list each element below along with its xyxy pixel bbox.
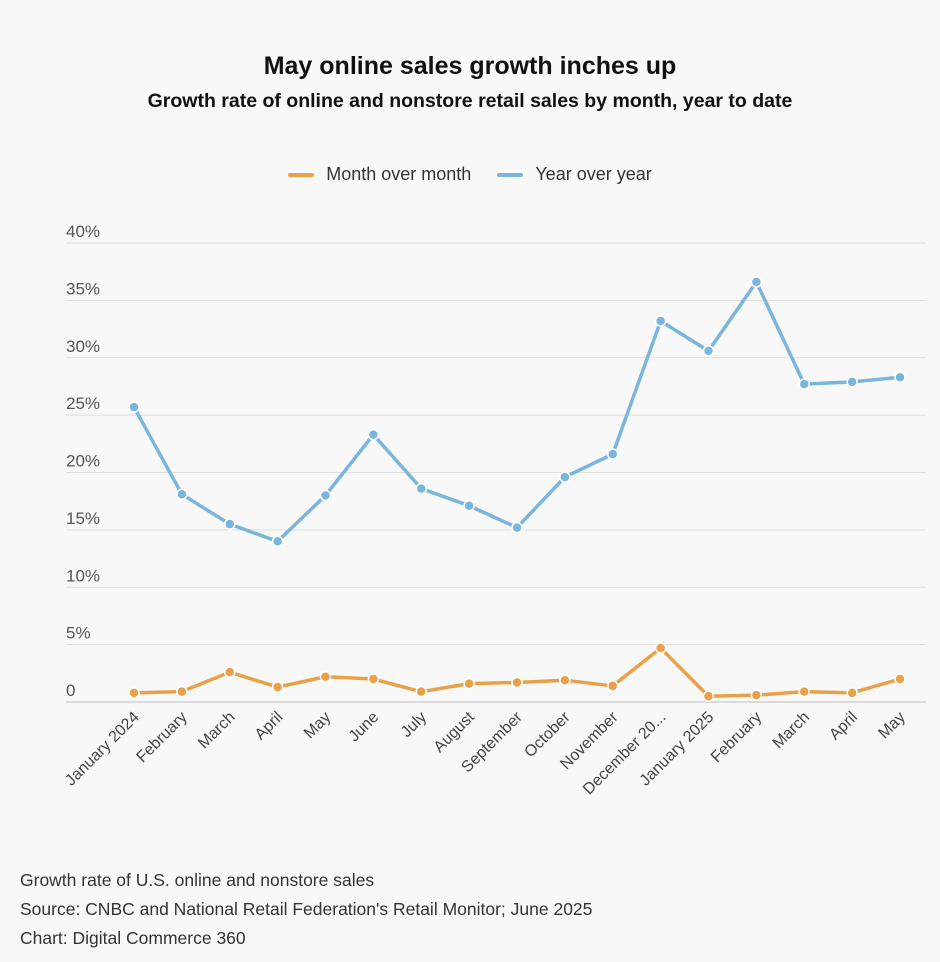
x-tick-label: April: [252, 709, 287, 744]
y-tick-label: 10%: [66, 566, 100, 585]
y-tick-label: 40%: [66, 222, 100, 241]
x-tick-label: December 20...: [580, 709, 669, 798]
data-point-month-over-month: [176, 685, 188, 698]
data-point-month-over-month: [798, 685, 810, 698]
y-tick-label: 25%: [66, 394, 100, 413]
y-tick-label: 20%: [66, 452, 100, 471]
data-point-year-over-year: [511, 521, 523, 534]
data-point-year-over-year: [176, 488, 188, 501]
y-tick-label: 15%: [66, 509, 100, 528]
legend: Month over month Year over year: [0, 164, 940, 185]
series-line-month-over-month: [132, 646, 902, 699]
x-tick-label: May: [301, 709, 334, 742]
data-point-month-over-month: [319, 671, 332, 683]
chart-title: May online sales growth inches up: [263, 52, 677, 80]
x-tick-label: March: [770, 709, 813, 752]
footer: Growth rate of U.S. online and nonstore …: [20, 866, 592, 953]
legend-label-month-over-month: Month over month: [326, 164, 472, 184]
data-point-month-over-month: [224, 666, 236, 678]
data-point-year-over-year: [463, 500, 475, 512]
line-chart: 05%10%15%20%25%30%35%40%January 2024Febr…: [62, 222, 926, 798]
y-tick-label: 35%: [66, 279, 100, 298]
data-point-month-over-month: [654, 642, 667, 654]
legend-label-year-over-year: Year over year: [535, 164, 652, 184]
x-tick-label: January 2024: [62, 709, 143, 790]
y-tick-label: 5%: [66, 624, 91, 643]
x-tick-label: February: [133, 709, 190, 766]
x-tick-label: August: [431, 708, 479, 756]
legend-swatch-year-over-year: [497, 172, 524, 177]
y-tick-label: 0: [66, 681, 75, 700]
data-point-month-over-month: [271, 681, 284, 693]
data-point-month-over-month: [511, 676, 523, 689]
y-tick-label: 30%: [66, 337, 100, 356]
data-point-month-over-month: [894, 673, 906, 685]
footer-source: Source: CNBC and National Retail Federat…: [20, 899, 593, 919]
data-point-month-over-month: [559, 674, 571, 686]
legend-item-year-over-year[interactable]: Year over year: [497, 164, 652, 185]
data-point-year-over-year: [607, 448, 619, 460]
data-point-year-over-year: [367, 428, 380, 441]
data-point-year-over-year: [319, 489, 332, 502]
data-point-month-over-month: [367, 673, 380, 685]
series-line-year-over-year: [132, 280, 902, 544]
x-tick-label: February: [708, 709, 765, 766]
data-point-year-over-year: [654, 315, 667, 327]
x-tick-label: May: [875, 709, 908, 742]
data-point-month-over-month: [750, 689, 763, 701]
chart-subtitle: Growth rate of online and nonstore retai…: [147, 90, 793, 112]
footer-credit: Chart: Digital Commerce 360: [20, 928, 246, 948]
footer-note: Growth rate of U.S. online and nonstore …: [20, 870, 375, 890]
x-tick-label: June: [346, 709, 383, 746]
data-point-month-over-month: [702, 690, 715, 703]
data-point-year-over-year: [702, 345, 715, 357]
data-point-month-over-month: [846, 687, 858, 699]
x-tick-label: March: [195, 709, 238, 752]
data-point-year-over-year: [798, 378, 810, 390]
data-point-month-over-month: [128, 687, 140, 699]
legend-swatch-month-over-month: [288, 172, 315, 177]
data-point-year-over-year: [271, 535, 284, 548]
data-point-month-over-month: [463, 677, 475, 690]
data-point-year-over-year: [559, 471, 571, 483]
data-point-year-over-year: [415, 482, 427, 495]
data-point-year-over-year: [846, 376, 858, 388]
legend-item-month-over-month[interactable]: Month over month: [288, 164, 471, 185]
data-point-year-over-year: [224, 518, 236, 530]
data-point-month-over-month: [607, 680, 619, 692]
data-point-month-over-month: [415, 685, 427, 698]
x-tick-label: April: [826, 709, 861, 744]
x-tick-label: July: [398, 709, 430, 741]
data-point-year-over-year: [894, 371, 906, 384]
data-point-year-over-year: [750, 276, 763, 288]
data-point-year-over-year: [128, 401, 140, 413]
